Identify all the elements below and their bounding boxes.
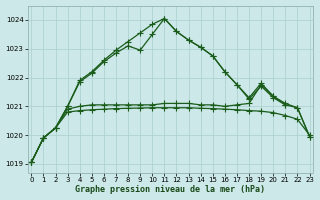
X-axis label: Graphe pression niveau de la mer (hPa): Graphe pression niveau de la mer (hPa) bbox=[76, 185, 266, 194]
